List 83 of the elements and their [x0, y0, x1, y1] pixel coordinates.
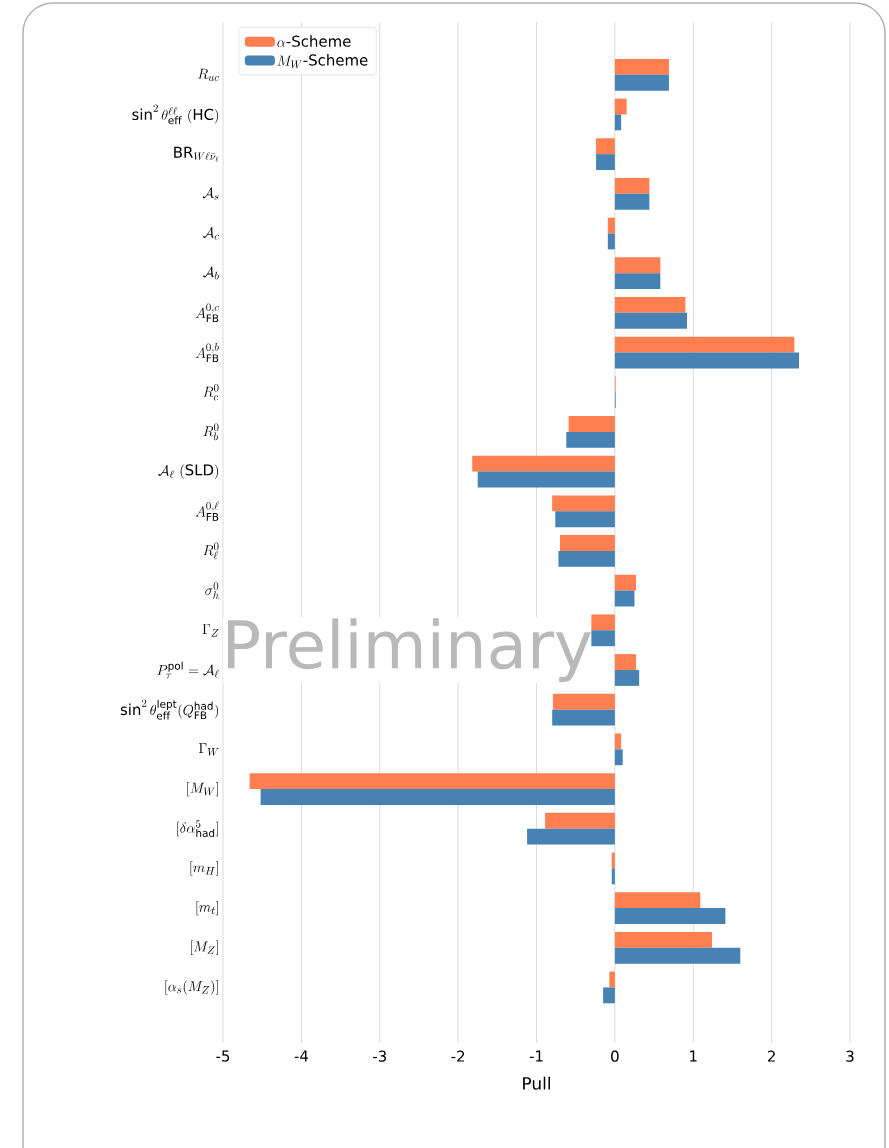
bar — [614, 670, 640, 686]
bar — [527, 828, 615, 845]
bar — [614, 336, 795, 353]
y-tick-label: $\sin^2\theta_{\mathrm{eff}}^{\ell\ell}\ (\mathrm{HC})$ — [132, 104, 219, 125]
bar — [614, 177, 650, 194]
y-tick-label: $P_\tau^{\mathrm{pol}}=\mathcal{A}_\ell$ — [157, 661, 219, 679]
bar — [614, 193, 650, 210]
y-tick-label: $R_b^0$ — [203, 423, 219, 441]
bar — [614, 908, 726, 924]
x-tick-label: -3 — [373, 1050, 387, 1062]
bar — [609, 971, 615, 988]
bar — [614, 273, 661, 290]
annotation: Preliminary — [227, 618, 591, 682]
bar — [614, 947, 741, 964]
bar — [614, 574, 637, 591]
y-tick-label: $[M_W]$ — [187, 781, 218, 797]
bar — [614, 733, 622, 750]
x-tick-label: -1 — [529, 1050, 543, 1062]
bar — [596, 154, 615, 171]
bar — [596, 138, 615, 155]
y-tick-label: $[m_H]$ — [190, 861, 218, 876]
y-tick-label: $\mathcal{A}_b$ — [203, 266, 219, 280]
legend-label: $\alpha\mbox{-Scheme}$ — [277, 35, 351, 47]
y-tick-label: $\sigma_h^0$ — [205, 582, 219, 599]
bar — [552, 495, 615, 512]
x-tick-label: -2 — [451, 1050, 465, 1062]
y-tick-label: $\mathrm{BR}_{W\ell\bar{\nu}_\ell}$ — [174, 146, 219, 162]
bar — [614, 58, 669, 75]
bar — [545, 812, 615, 829]
bar — [611, 868, 615, 885]
bar — [568, 416, 615, 432]
bar — [614, 749, 623, 766]
bar — [611, 852, 615, 869]
bar — [614, 114, 622, 131]
y-tick-label: $[\delta\alpha_{\mathrm{had}}^5]$ — [177, 820, 218, 838]
bar — [607, 233, 615, 250]
bar — [614, 931, 713, 948]
y-tick-label: $\mathcal{A}_c$ — [203, 226, 219, 240]
y-tick-label: $[\alpha_s(M_Z)]$ — [165, 980, 218, 995]
bar — [472, 455, 615, 472]
bar — [607, 217, 615, 234]
y-tick-label: $\Gamma_W$ — [198, 743, 219, 756]
y-tick-label: $\mathcal{A}_\ell\ (\mathrm{SLD})$ — [158, 464, 219, 479]
bar — [614, 257, 661, 274]
y-tick-label: $\sin^2\theta_{\mathrm{eff}}^{\mathrm{lept}}(Q_{\mathrm{FB}}^{\mathrm{had}})$ — [120, 699, 219, 720]
bar — [614, 74, 669, 91]
x-tick-label: 1 — [690, 1050, 697, 1062]
x-tick-label: -4 — [294, 1050, 308, 1062]
bar — [614, 296, 686, 313]
y-tick-label: $\Gamma_Z$ — [202, 624, 219, 637]
bar — [614, 892, 701, 909]
bar — [614, 352, 800, 369]
bar — [477, 471, 615, 488]
bar — [614, 654, 637, 670]
bar — [566, 431, 615, 448]
bar — [560, 535, 615, 551]
bar — [552, 693, 615, 710]
x-tick-label: 2 — [767, 1050, 775, 1062]
bar — [603, 987, 615, 1004]
bar — [591, 630, 615, 647]
bar — [614, 312, 687, 329]
bar — [614, 98, 627, 115]
y-tick-label: $A_{\mathrm{FB}}^{0,\ell}$ — [195, 501, 219, 521]
y-tick-label: $R_c^0$ — [203, 384, 219, 401]
y-tick-label: $A_{\mathrm{FB}}^{0,c}$ — [195, 303, 219, 323]
bar — [591, 614, 615, 631]
bar — [249, 773, 615, 790]
x-axis-title: Pull — [523, 1076, 550, 1090]
bar — [555, 511, 615, 528]
x-tick-label: 0 — [611, 1050, 619, 1062]
x-tick-label: -5 — [216, 1050, 230, 1062]
bar — [558, 550, 615, 567]
y-tick-label: $[M_Z]$ — [191, 940, 218, 955]
bar — [260, 789, 615, 805]
legend-label: $M_W\mbox{-Scheme}$ — [277, 54, 368, 69]
y-tick-label: $R_{uc}$ — [198, 68, 219, 81]
y-tick-label: $A_{\mathrm{FB}}^{0,b}$ — [195, 343, 219, 363]
y-tick-label: $R_\ell^0$ — [203, 542, 219, 560]
bar — [552, 709, 615, 726]
bar — [614, 590, 635, 607]
y-tick-label: $[m_t]$ — [196, 900, 218, 916]
y-tick-label: $\mathcal{A}_s$ — [202, 187, 219, 200]
x-tick-label: 3 — [846, 1050, 854, 1062]
